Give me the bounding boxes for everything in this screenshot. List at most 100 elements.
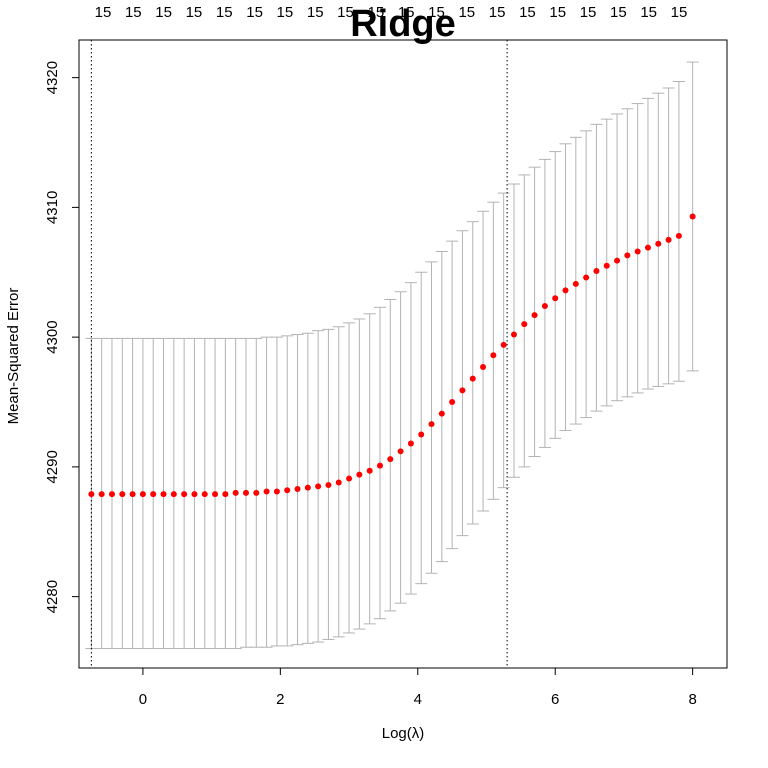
mse-points — [88, 213, 696, 498]
mse-point — [119, 491, 126, 498]
mse-point — [480, 363, 487, 370]
mse-point — [150, 491, 157, 498]
error-bar — [415, 271, 428, 585]
top-axis-label: 15 — [640, 4, 657, 21]
x-tick-label: 4 — [414, 691, 422, 708]
mse-point — [665, 236, 672, 243]
mse-point — [139, 491, 146, 498]
mse-point — [191, 491, 198, 498]
mse-point — [88, 491, 95, 498]
top-axis-label: 15 — [610, 4, 627, 21]
mse-point — [562, 287, 569, 294]
mse-point — [98, 491, 105, 498]
mse-point — [689, 213, 696, 220]
error-bar — [569, 136, 582, 425]
top-axis-label: 15 — [277, 4, 294, 21]
mse-point — [387, 456, 394, 463]
mse-point — [201, 491, 208, 498]
mse-point — [572, 280, 579, 287]
top-axis-label: 15 — [489, 4, 506, 21]
error-bar — [456, 230, 469, 537]
mse-point — [490, 352, 497, 359]
error-bar — [425, 261, 438, 574]
chart-title: Ridge — [350, 3, 456, 45]
y-axis-label: Mean-Squared Error — [5, 288, 22, 425]
y-tick-label: 4280 — [44, 580, 61, 613]
error-bar — [446, 240, 459, 550]
top-axis-label: 15 — [307, 4, 324, 21]
mse-point — [614, 257, 621, 264]
mse-point — [469, 375, 476, 382]
top-axis-labels: 15 15 15 15 15 15 15 15 15 15 15 15 15 15 15 15 15 15 15 15 — [95, 4, 688, 21]
error-bar — [631, 103, 644, 394]
mse-point — [263, 488, 270, 495]
mse-point — [407, 440, 414, 447]
error-bar — [497, 192, 510, 489]
mse-point — [160, 491, 167, 498]
error-bar — [477, 210, 490, 512]
top-axis-label: 15 — [155, 4, 172, 21]
error-bar — [641, 97, 654, 390]
error-bar — [611, 113, 624, 402]
top-axis-label: 15 — [398, 4, 415, 21]
y-tick-label: 4300 — [44, 320, 61, 353]
x-tick-label: 0 — [139, 691, 147, 708]
error-bar — [590, 123, 603, 412]
top-axis-label: 15 — [367, 4, 384, 21]
y-axis: 4280 4290 4300 4310 4320 — [44, 61, 80, 613]
error-bar — [466, 221, 479, 525]
x-axis: 0 2 4 6 8 — [139, 667, 697, 708]
error-bar — [384, 299, 397, 612]
top-axis-label: 15 — [428, 4, 445, 21]
mse-point — [428, 421, 435, 428]
mse-point — [510, 331, 517, 338]
mse-point — [449, 399, 456, 406]
y-tick-label: 4290 — [44, 450, 61, 483]
mse-point — [438, 410, 445, 417]
mse-point — [366, 467, 373, 474]
mse-point — [593, 267, 600, 274]
mse-point — [212, 491, 219, 498]
mse-point — [284, 487, 291, 494]
mse-point — [655, 240, 662, 247]
x-tick-label: 6 — [551, 691, 559, 708]
reference-lines — [90, 40, 508, 668]
error-bar — [518, 174, 531, 468]
mse-point — [552, 295, 559, 302]
error-bar — [549, 151, 562, 439]
mse-point — [531, 312, 538, 319]
mse-point — [253, 489, 260, 496]
error-bar — [435, 250, 448, 563]
mse-point — [634, 248, 641, 255]
mse-point — [129, 491, 136, 498]
mse-point — [356, 471, 363, 478]
mse-point — [397, 448, 404, 455]
mse-point — [376, 462, 383, 469]
mse-point — [232, 489, 239, 496]
error-bar — [487, 201, 500, 500]
error-bars — [85, 61, 699, 650]
mse-point — [242, 489, 249, 496]
y-tick-label: 4310 — [44, 191, 61, 224]
top-axis-label: 15 — [337, 4, 354, 21]
mse-point — [675, 232, 682, 239]
error-bar — [528, 166, 541, 458]
error-bar — [662, 87, 675, 385]
mse-point — [644, 244, 651, 251]
error-bar — [600, 118, 613, 407]
y-tick-label: 4320 — [44, 61, 61, 94]
top-axis-label: 15 — [549, 4, 566, 21]
plot-frame — [78, 39, 728, 669]
mse-point — [583, 274, 590, 281]
mse-point — [170, 491, 177, 498]
mse-point — [541, 302, 548, 309]
error-bar — [559, 143, 572, 432]
error-bar — [394, 291, 407, 604]
top-axis-label: 15 — [458, 4, 475, 21]
mse-point — [304, 484, 311, 491]
mse-point — [222, 491, 229, 498]
mse-point — [500, 341, 507, 348]
top-axis-label: 15 — [246, 4, 263, 21]
mse-point — [181, 491, 188, 498]
top-axis-label: 15 — [519, 4, 536, 21]
